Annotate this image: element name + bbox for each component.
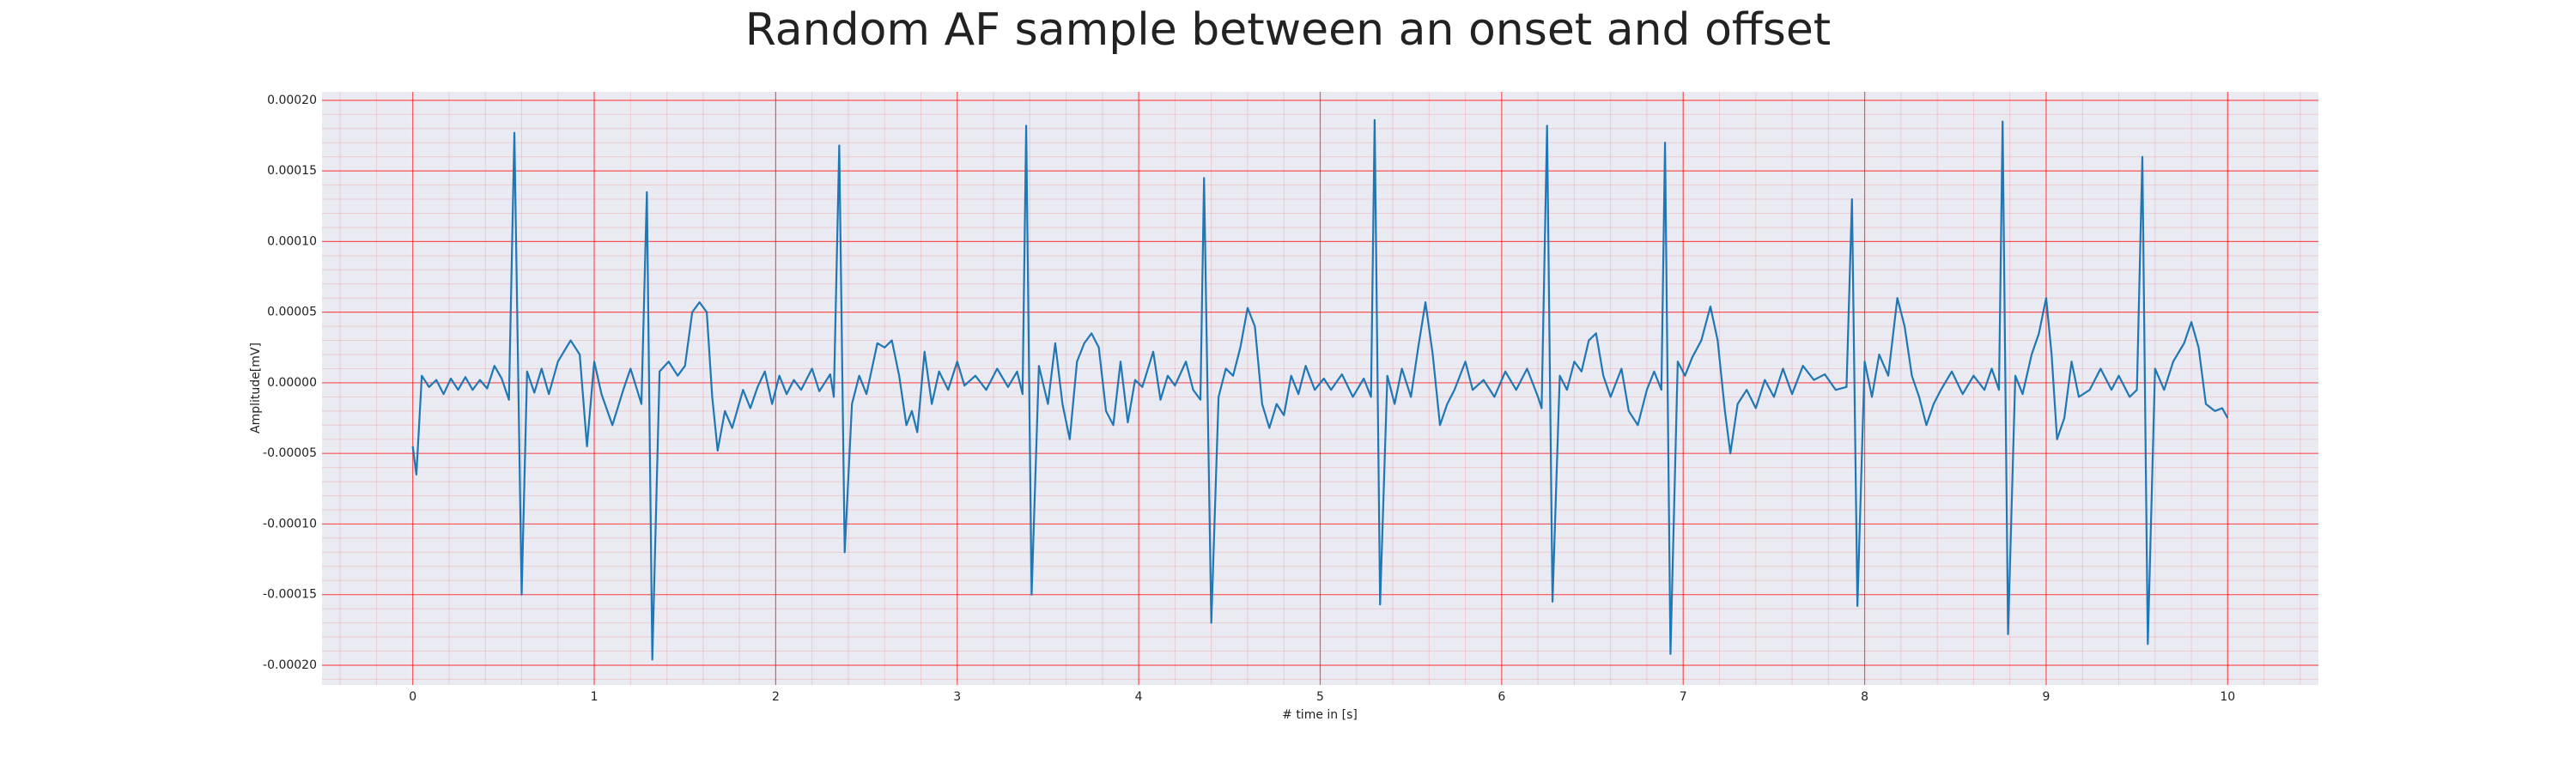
x-tick-label: 5	[1316, 690, 1324, 704]
x-tick-label: 4	[1135, 690, 1143, 704]
x-tick-label: 8	[1861, 690, 1868, 704]
x-tick-label: 0	[409, 690, 416, 704]
y-tick-label: -0.00005	[263, 446, 317, 460]
x-tick-label: 3	[953, 690, 961, 704]
y-tick-label: 0.00005	[267, 306, 317, 319]
x-tick-label: 1	[591, 690, 598, 704]
x-tick-label: 10	[2220, 690, 2235, 704]
y-tick-label: 0.00020	[267, 94, 317, 107]
x-tick-label: 7	[1680, 690, 1687, 704]
y-axis-label: Amplitude[mV]	[249, 343, 263, 433]
y-tick-label: -0.00015	[263, 588, 317, 602]
y-tick-label: -0.00010	[263, 517, 317, 530]
x-tick-label: 6	[1498, 690, 1505, 704]
x-axis-label: # time in [s]	[1282, 708, 1358, 722]
x-tick-label: 2	[772, 690, 780, 704]
x-tick-label: 9	[2042, 690, 2050, 704]
y-tick-label: -0.00020	[263, 658, 317, 672]
y-tick-label: 0.00000	[267, 376, 317, 390]
chart-title: Random AF sample between an onset and of…	[745, 4, 1831, 56]
ecg-line	[411, 118, 2229, 661]
y-tick-label: 0.00010	[267, 234, 317, 248]
y-tick-label: 0.00015	[267, 164, 317, 178]
